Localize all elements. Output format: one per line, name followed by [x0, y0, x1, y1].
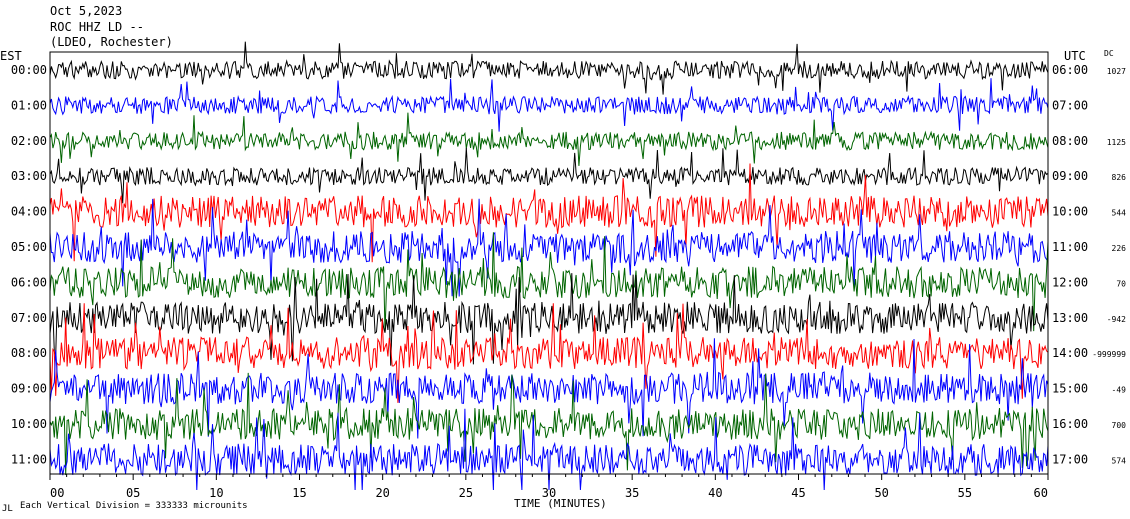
trace-0800: [49, 303, 1049, 403]
dc-value: -942: [1107, 315, 1126, 324]
utc-label: 17:00: [1052, 452, 1088, 466]
est-label: 02:00: [11, 134, 47, 148]
utc-label: 13:00: [1052, 311, 1088, 325]
x-tick-label: 45: [791, 486, 805, 500]
x-tick-label: 40: [708, 486, 722, 500]
dc-value: -999999: [1092, 350, 1126, 359]
est-label: 08:00: [11, 346, 47, 360]
utc-label: 07:00: [1052, 98, 1088, 112]
utc-label: 14:00: [1052, 346, 1088, 360]
trace-0900: [49, 338, 1049, 439]
utc-label: 09:00: [1052, 169, 1088, 183]
utc-label: 06:00: [1052, 63, 1088, 77]
traces-layer: [49, 41, 1049, 491]
ticks-layer: 00 05 10 15 20 25 30 35 40 45 50 55 60: [49, 474, 1049, 500]
station-channel: ROC HHZ LD --: [50, 20, 144, 34]
trace-1100: [49, 408, 1049, 491]
trace-0400: [49, 163, 1049, 263]
est-label: 05:00: [11, 240, 47, 254]
dc-value: 1125: [1107, 138, 1126, 147]
trace-0200: [49, 112, 1049, 166]
utc-label: 15:00: [1052, 382, 1088, 396]
x-tick-label: 50: [874, 486, 888, 500]
corner-mark: JL: [2, 504, 13, 514]
plot-frame: [49, 51, 1049, 475]
est-label: 06:00: [11, 275, 47, 289]
utc-label: 11:00: [1052, 240, 1088, 254]
dc-value: 226: [1112, 244, 1127, 253]
est-label: 11:00: [11, 452, 47, 466]
dc-value: 700: [1112, 421, 1127, 430]
station-network: (LDEO, Rochester): [50, 35, 173, 49]
trace-0600: [49, 232, 1049, 333]
left-timezone-label: EST: [0, 49, 22, 63]
x-tick-label: 55: [958, 486, 972, 500]
x-tick-label: 15: [292, 486, 306, 500]
trace-0000: [49, 41, 1049, 95]
trace-1000: [49, 372, 1049, 476]
est-label: 07:00: [11, 311, 47, 325]
est-label: 01:00: [11, 98, 47, 112]
utc-label: 16:00: [1052, 417, 1088, 431]
dc-value: 70: [1116, 279, 1126, 288]
labels-layer: 00:00 06:00 1027 01:00 07:00 02:00 08:00 1125 03…: [11, 63, 1126, 466]
est-label: 04:00: [11, 205, 47, 219]
x-tick-label: 35: [625, 486, 639, 500]
station-date: Oct 5,2023: [50, 4, 122, 18]
x-tick-label: 10: [209, 486, 223, 500]
x-tick-label: 00: [50, 486, 64, 500]
trace-0700: [49, 273, 1049, 366]
est-label: 09:00: [11, 382, 47, 396]
est-label: 00:00: [11, 63, 47, 77]
trace-0100: [49, 78, 1049, 132]
utc-label: 10:00: [1052, 205, 1088, 219]
dc-value: 574: [1112, 456, 1127, 465]
footnote: Each Vertical Division = 333333 microuni…: [20, 501, 248, 511]
right-timezone-label: UTC: [1064, 49, 1086, 63]
x-tick-label: 25: [459, 486, 473, 500]
x-tick-label: 20: [375, 486, 389, 500]
dc-value: 826: [1112, 173, 1127, 182]
utc-label: 08:00: [1052, 134, 1088, 148]
est-label: 10:00: [11, 417, 47, 431]
dc-value: 1027: [1107, 67, 1126, 76]
x-tick-label: 05: [126, 486, 140, 500]
x-tick-label: 60: [1034, 486, 1048, 500]
x-axis-title: TIME (MINUTES): [514, 497, 607, 510]
trace-0500: [49, 198, 1049, 297]
x-tick-label: 30: [542, 486, 556, 500]
est-label: 03:00: [11, 169, 47, 183]
trace-0300: [49, 147, 1049, 204]
dc-heading: DC: [1104, 49, 1114, 58]
dc-value: -49: [1112, 386, 1127, 395]
dc-value: 544: [1112, 209, 1127, 218]
utc-label: 12:00: [1052, 275, 1088, 289]
